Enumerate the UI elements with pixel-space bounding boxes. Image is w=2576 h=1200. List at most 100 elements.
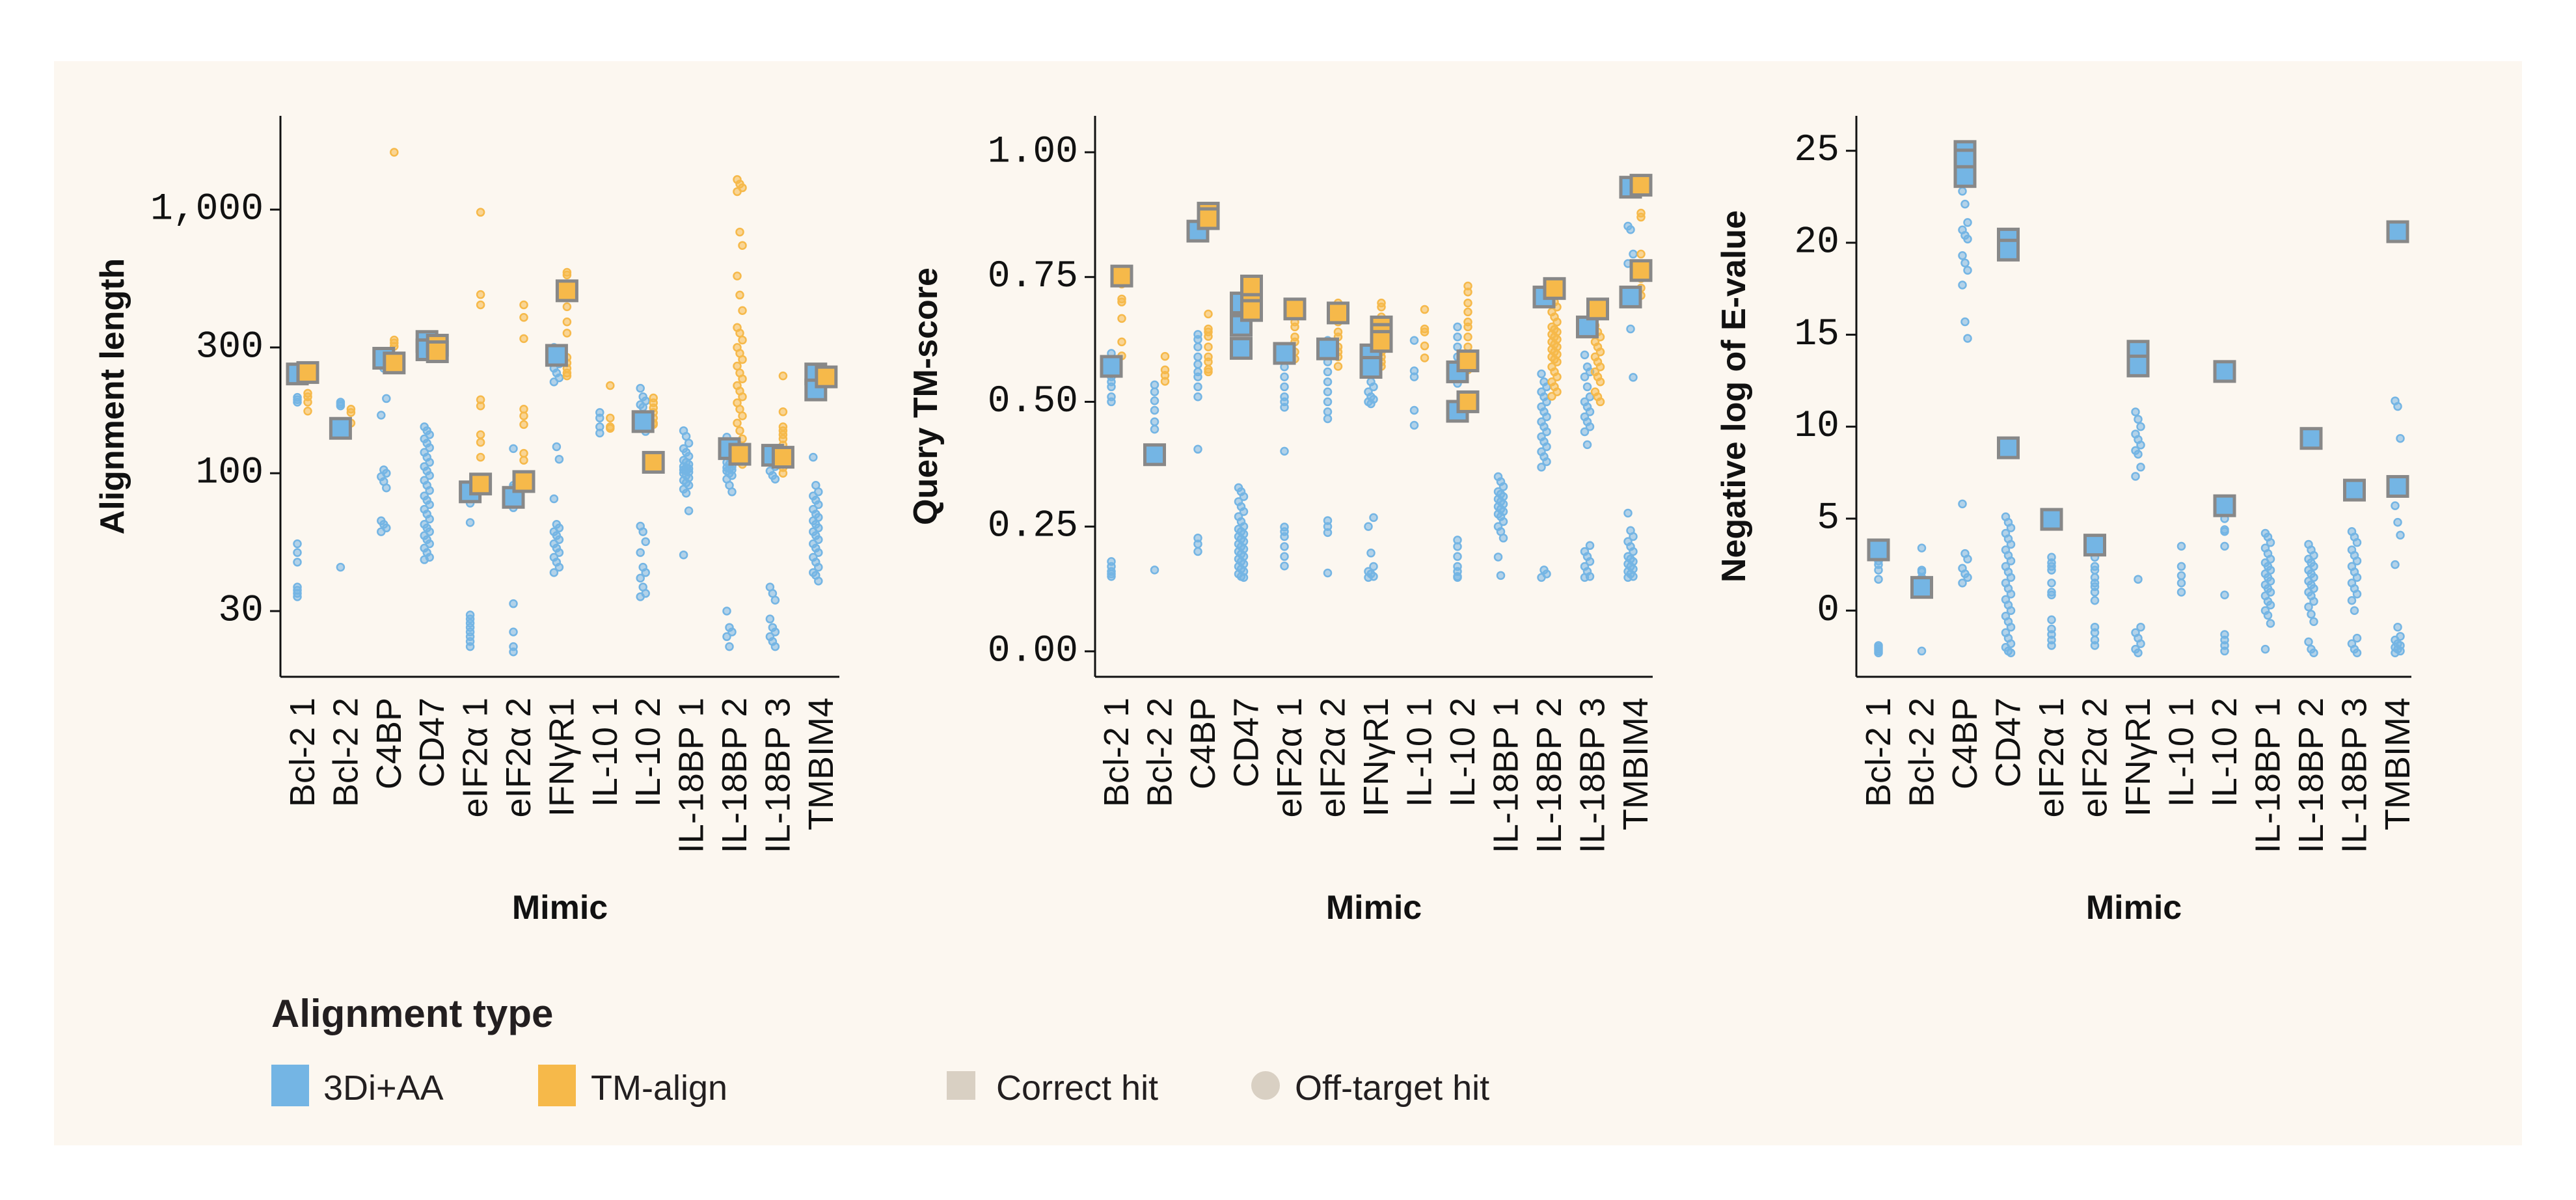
off-target-point	[1193, 539, 1202, 549]
off-target-point	[1323, 367, 1333, 377]
off-target-point	[2134, 648, 2143, 658]
off-target-point	[2396, 433, 2405, 443]
off-target-point	[1960, 258, 1970, 267]
off-target-point	[725, 642, 734, 651]
off-target-point	[1150, 424, 1159, 434]
correct-hit-point	[2386, 220, 2409, 243]
y-axis-title: Alignment length	[94, 258, 131, 535]
off-target-point	[425, 485, 434, 495]
off-target-point	[1629, 547, 1638, 556]
off-target-point	[778, 469, 788, 478]
off-target-point	[1547, 392, 1556, 401]
off-target-point	[562, 317, 572, 327]
legend-item-3di-aa: 3Di+AA	[271, 1065, 444, 1108]
correct-hit-point	[2343, 478, 2366, 502]
x-tick-label: IL-10 1	[2162, 698, 2201, 807]
off-target-point	[2090, 588, 2100, 597]
chart-panel-negative-log-of-e-value: 0 5 10 15 20 25 Negative log of E-value Bcl-2 1…	[1715, 116, 2417, 927]
off-target-point	[1107, 572, 1116, 581]
x-tick-label: Bcl-2 2	[326, 698, 365, 807]
correct-hit-point	[555, 279, 578, 303]
x-tick-label: IL-18BP 3	[758, 698, 797, 853]
off-target-point	[476, 430, 485, 439]
off-target-point	[1552, 372, 1562, 381]
correct-hit-point	[1327, 301, 1349, 325]
x-tick-label: IL-10 2	[2205, 698, 2244, 807]
off-target-point	[2393, 517, 2402, 527]
correct-hit-point	[512, 470, 536, 493]
x-tick-label: Bcl-2 1	[283, 698, 322, 807]
correct-hit-point	[815, 365, 838, 389]
x-tick-label: C4BP	[1946, 698, 1985, 789]
off-target-point	[2352, 538, 2362, 547]
correct-hit-point	[1456, 349, 1480, 373]
off-target-point	[638, 527, 647, 536]
off-target-point	[1453, 332, 1462, 342]
correct-hit-point	[1456, 390, 1480, 413]
off-target-point	[1585, 407, 1595, 416]
off-target-point	[1958, 499, 1967, 509]
off-target-point	[2220, 541, 2229, 551]
off-target-point	[420, 555, 429, 564]
off-target-point	[1496, 571, 1506, 580]
x-tick-label: IFNγR1	[542, 698, 581, 817]
off-target-point	[2006, 539, 2016, 549]
off-target-point	[814, 500, 823, 510]
off-target-point	[303, 398, 312, 407]
x-axis-title: Mimic	[1326, 889, 1422, 927]
off-target-point	[2090, 566, 2100, 575]
off-target-point	[1193, 392, 1202, 402]
x-axis-title: Mimic	[2086, 889, 2182, 927]
correct-hit-point	[1586, 297, 1609, 321]
off-target-point	[390, 148, 399, 157]
correct-hit-point	[1283, 297, 1307, 321]
off-target-point	[735, 227, 744, 237]
chart-panel-query-tm-score: 0.00 0.25 0.50 0.75 1.00 Query TM-score Bcl-2 …	[907, 116, 1655, 927]
off-target-point	[681, 489, 691, 498]
off-target-point	[1193, 372, 1202, 381]
off-target-point	[425, 471, 434, 480]
off-target-point	[1160, 377, 1170, 386]
legend-label-tm-align: TM-align	[591, 1069, 727, 1108]
x-tick-label: IL-18BP 3	[1573, 698, 1612, 853]
correct-hit-point	[1359, 356, 1383, 379]
off-target-point	[814, 562, 823, 572]
x-tick-label: CD47	[1227, 698, 1266, 787]
off-target-point	[1280, 372, 1289, 381]
off-target-point	[1629, 532, 1638, 541]
off-target-point	[1239, 507, 1249, 516]
y-tick-label: 20	[1794, 222, 1839, 264]
off-target-point	[1958, 280, 1967, 290]
off-target-point	[2006, 523, 2016, 532]
x-tick-label: eIF2α 2	[499, 698, 538, 817]
off-target-point	[425, 443, 434, 452]
off-target-point	[2047, 566, 2056, 575]
off-target-point	[1280, 542, 1289, 551]
off-target-point	[519, 420, 528, 430]
x-tick-label: eIF2α 1	[1270, 698, 1309, 817]
off-target-point	[425, 514, 434, 524]
x-tick-label: TMBIM4	[802, 698, 841, 830]
y-tick-label: 100	[196, 452, 264, 495]
off-target-point	[1960, 199, 1970, 209]
off-target-point	[1369, 513, 1378, 523]
off-target-point	[1595, 377, 1605, 387]
off-target-point	[1193, 352, 1202, 362]
off-target-point	[770, 627, 780, 636]
off-target-point	[1493, 552, 1503, 562]
off-target-point	[1917, 646, 1927, 656]
off-target-point	[2090, 595, 2100, 605]
off-target-point	[1963, 266, 1972, 275]
off-target-point	[2006, 606, 2016, 616]
off-target-point	[1193, 334, 1202, 344]
x-tick-label: Bcl-2 1	[1097, 698, 1136, 807]
off-target-point	[1453, 552, 1462, 561]
off-target-point	[519, 334, 528, 344]
correct-hit-point	[1240, 299, 1263, 322]
off-target-point	[476, 452, 485, 462]
x-tick-label: eIF2α 2	[2076, 698, 2115, 817]
off-target-point	[2347, 595, 2357, 605]
off-target-point	[722, 632, 731, 642]
legend-label-correct-hit: Correct hit	[996, 1069, 1158, 1108]
off-target-point	[2136, 441, 2145, 450]
